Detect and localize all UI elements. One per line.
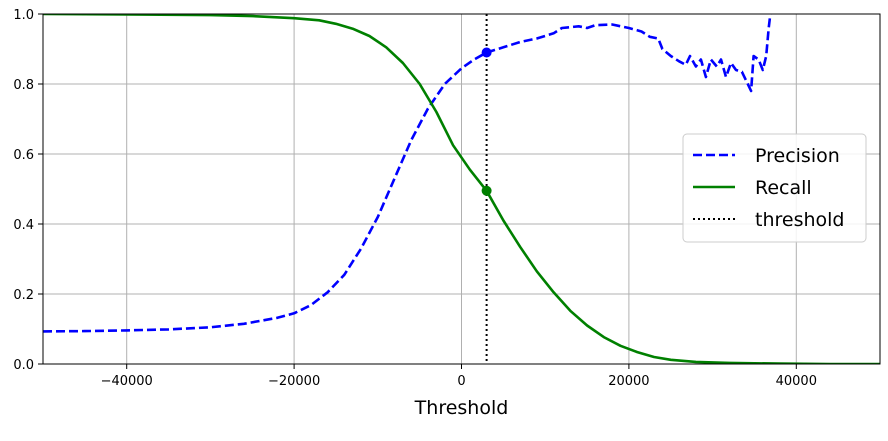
data-point-marker bbox=[481, 47, 492, 58]
legend-label-precision: Precision bbox=[755, 145, 840, 167]
y-tick-label: 0.2 bbox=[13, 288, 34, 303]
x-tick-label: 0 bbox=[457, 374, 465, 389]
recall-line bbox=[43, 14, 880, 364]
y-tick-label: 0.8 bbox=[13, 78, 34, 93]
legend-label-recall: Recall bbox=[755, 177, 812, 199]
x-tick-label: 40000 bbox=[776, 374, 817, 389]
y-tick-label: 0.0 bbox=[13, 358, 34, 373]
legend-box bbox=[682, 133, 867, 243]
legend: Precision Recall threshold bbox=[682, 133, 867, 243]
data-point-marker bbox=[481, 185, 492, 196]
x-tick-label: 20000 bbox=[608, 374, 649, 389]
y-tick-label: 1.0 bbox=[13, 8, 34, 23]
y-tick-label: 0.4 bbox=[13, 218, 34, 233]
axis-ticks: −40000 −20000 0 20000 40000 0.0 0.2 0.4 0.6 0.8 1.… bbox=[13, 8, 817, 389]
legend-label-threshold: threshold bbox=[755, 209, 844, 231]
plot-markers bbox=[481, 47, 492, 196]
x-tick-label: −40000 bbox=[101, 374, 153, 389]
y-tick-label: 0.6 bbox=[13, 148, 34, 163]
x-tick-label: −20000 bbox=[268, 374, 320, 389]
precision-line bbox=[43, 14, 772, 333]
x-axis-title: Threshold bbox=[414, 397, 509, 419]
